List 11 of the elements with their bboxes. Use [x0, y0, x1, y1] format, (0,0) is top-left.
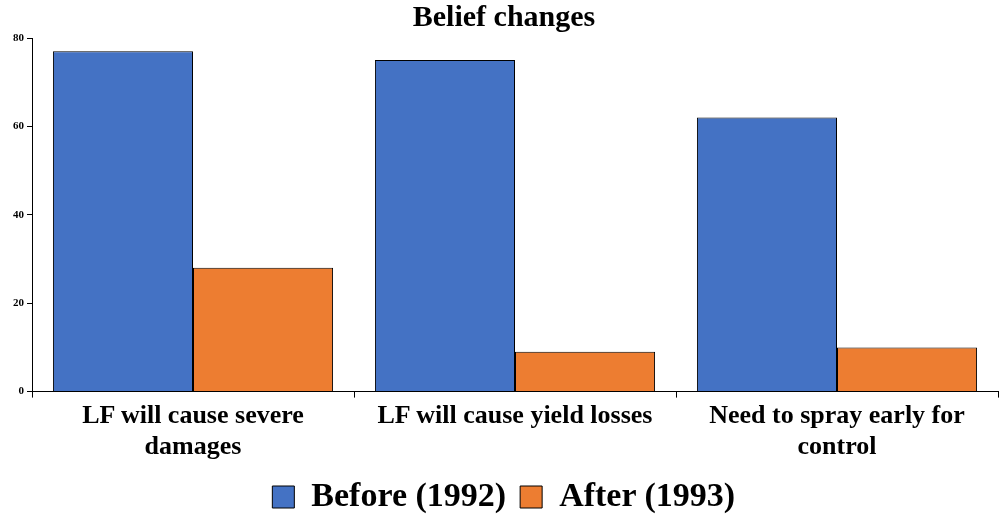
chart-title: Belief changes [412, 0, 596, 32]
y-tick-label: 40 [13, 207, 25, 220]
y-tick-label: 60 [13, 119, 25, 132]
legend-label: After (1993) [559, 475, 736, 514]
x-tick-label: LF will cause yield losses [377, 399, 653, 429]
y-tick-label: 0 [18, 384, 25, 397]
legend-label: Before (1992) [311, 475, 507, 514]
x-tick-label: Need to spray early for control [709, 399, 965, 461]
x-tick-label: LF will cause severe damages [82, 399, 304, 461]
y-tick-label: 80 [13, 30, 25, 43]
y-tick-label: 20 [13, 296, 25, 309]
